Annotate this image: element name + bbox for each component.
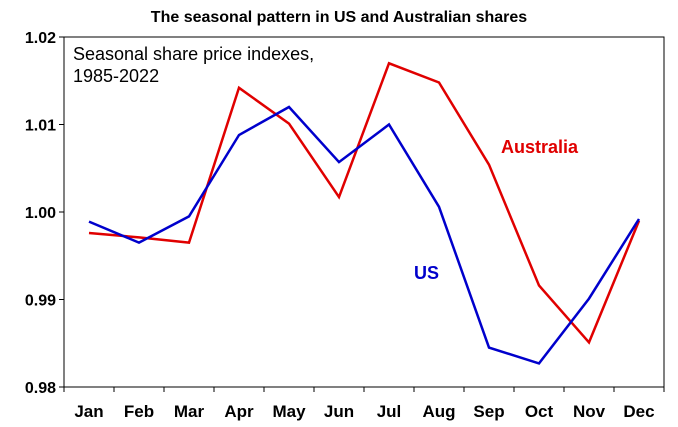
plot-area bbox=[63, 36, 665, 388]
x-axis: Jan Feb Mar Apr May Jun Jul Aug Sep Oct Nov Dec bbox=[63, 387, 665, 421]
x-tick-label: Nov bbox=[573, 402, 606, 421]
x-tick-label: May bbox=[272, 402, 306, 421]
y-tick-label: 0.99 bbox=[25, 293, 56, 310]
series-label-us: US bbox=[414, 263, 439, 283]
x-tick-label: Apr bbox=[224, 402, 254, 421]
x-tick-label: Mar bbox=[174, 402, 205, 421]
y-tick-label: 0.98 bbox=[25, 380, 56, 397]
series-line-us bbox=[88, 105, 641, 365]
series-line-australia bbox=[88, 61, 641, 345]
chart-annotation-line-1: Seasonal share price indexes, bbox=[73, 44, 314, 64]
x-tick-label: Jan bbox=[74, 402, 103, 421]
y-tick-label: 1.01 bbox=[25, 118, 56, 135]
series-label-australia: Australia bbox=[501, 137, 579, 157]
x-tick-label: Feb bbox=[124, 402, 154, 421]
x-tick-label: Sep bbox=[473, 402, 504, 421]
chart-annotation-line-2: 1985-2022 bbox=[73, 66, 159, 86]
x-tick-label: Oct bbox=[525, 402, 554, 421]
chart-title: The seasonal pattern in US and Australia… bbox=[151, 9, 528, 26]
y-axis: 0.98 0.99 1.00 1.01 1.02 bbox=[25, 30, 64, 397]
y-tick-label: 1.00 bbox=[25, 205, 56, 222]
series-lines bbox=[88, 61, 641, 365]
x-tick-label: Dec bbox=[623, 402, 654, 421]
y-tick-label: 1.02 bbox=[25, 30, 56, 47]
x-tick-label: Jun bbox=[324, 402, 354, 421]
x-tick-label: Aug bbox=[422, 402, 455, 421]
x-tick-label: Jul bbox=[377, 402, 402, 421]
